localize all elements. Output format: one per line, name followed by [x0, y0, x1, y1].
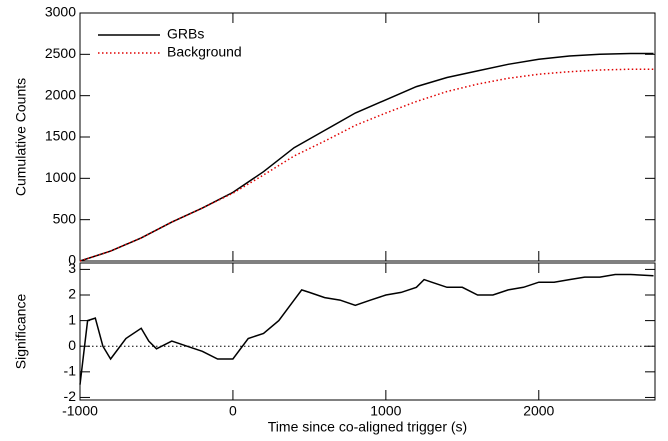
y-tick-label: 0 — [68, 252, 76, 268]
y-tick-label: 3 — [68, 260, 76, 276]
legend-label: Background — [167, 44, 242, 60]
y-tick-label: -2 — [64, 388, 77, 404]
x-axis-label: Time since co-aligned trigger (s) — [268, 419, 467, 435]
y-tick-label: 3000 — [45, 4, 76, 20]
series-line — [79, 273, 654, 385]
x-tick-label: 1000 — [370, 403, 401, 419]
legend-label: GRBs — [167, 26, 204, 42]
y-tick-label: 1 — [68, 311, 76, 327]
series-line — [79, 68, 654, 262]
y-tick-label: 2000 — [45, 86, 76, 102]
x-tick-label: 2000 — [523, 403, 554, 419]
y-tick-label: 500 — [53, 210, 77, 226]
y-tick-label: 0 — [68, 337, 76, 353]
y-tick-label: -1 — [64, 363, 77, 379]
x-tick-label: -1000 — [62, 403, 98, 419]
y-tick-label: 2500 — [45, 45, 76, 61]
y-tick-label: 1000 — [45, 169, 76, 185]
y-axis-label: Significance — [13, 294, 29, 370]
x-tick-label: 0 — [229, 403, 237, 419]
y-tick-label: 2 — [68, 286, 76, 302]
plot-frame — [79, 262, 656, 401]
series-line — [79, 52, 654, 262]
y-tick-label: 1500 — [45, 128, 76, 144]
y-axis-label: Cumulative Counts — [13, 78, 29, 196]
